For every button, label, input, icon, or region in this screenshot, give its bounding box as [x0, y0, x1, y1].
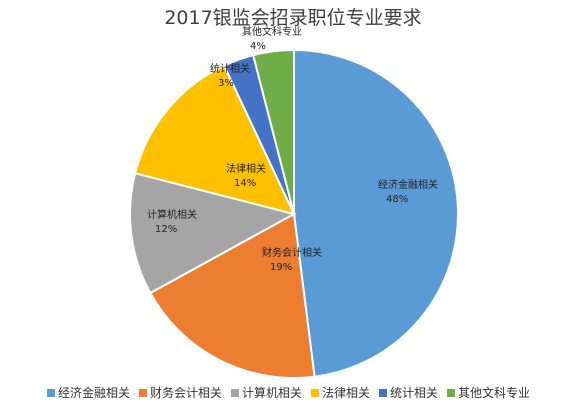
pie-slice	[251, 48, 295, 215]
legend-label: 统计相关	[390, 386, 438, 400]
slice-category-label: 财务会计相关	[262, 246, 322, 259]
slice-percent-label: 14%	[234, 178, 256, 189]
slice-category-label: 法律相关	[226, 162, 266, 175]
slice-category-label: 其他文科专业	[242, 25, 302, 38]
legend-label: 其他文科专业	[458, 385, 530, 400]
legend-swatch	[379, 389, 387, 397]
slice-percent-label: 48%	[386, 194, 408, 205]
slice-percent-label: 19%	[270, 262, 292, 273]
pie-slices	[128, 48, 459, 380]
pie-slice	[148, 212, 316, 380]
legend-swatch	[47, 389, 55, 397]
legend-label: 财务会计相关	[150, 385, 222, 400]
legend-label: 计算机相关	[242, 385, 302, 400]
legend: 经济金融相关 财务会计相关 计算机相关 法律相关 统计相关 其他文科专业	[47, 385, 530, 400]
slice-percent-label: 3%	[218, 78, 234, 89]
slice-category-label: 经济金融相关	[378, 178, 438, 191]
pie-slice	[133, 64, 296, 216]
pie-slice	[293, 48, 459, 378]
slice-percent-label: 12%	[155, 224, 177, 235]
legend-item: 其他文科专业	[447, 385, 530, 400]
slice-category-label: 计算机相关	[147, 208, 197, 221]
pie-slice	[128, 171, 297, 295]
legend-swatch	[139, 389, 147, 397]
legend-swatch	[311, 389, 319, 397]
chart-title: 2017银监会招录职位专业要求	[164, 7, 421, 29]
legend-item: 经济金融相关	[47, 385, 130, 400]
legend-swatch	[231, 389, 239, 397]
legend-swatch	[447, 389, 455, 397]
pie-data-labels: 经济金融相关 48% 财务会计相关 19% 计算机相关 12% 法律相关 14% 统计相关 3% 其…	[147, 25, 438, 273]
slice-percent-label: 4%	[250, 41, 266, 52]
legend-label: 经济金融相关	[58, 385, 130, 400]
legend-item: 法律相关	[311, 386, 370, 400]
legend-item: 财务会计相关	[139, 385, 222, 400]
legend-label: 法律相关	[322, 386, 370, 400]
legend-item: 计算机相关	[231, 385, 302, 400]
legend-item: 统计相关	[379, 386, 438, 400]
slice-category-label: 统计相关	[210, 62, 250, 75]
